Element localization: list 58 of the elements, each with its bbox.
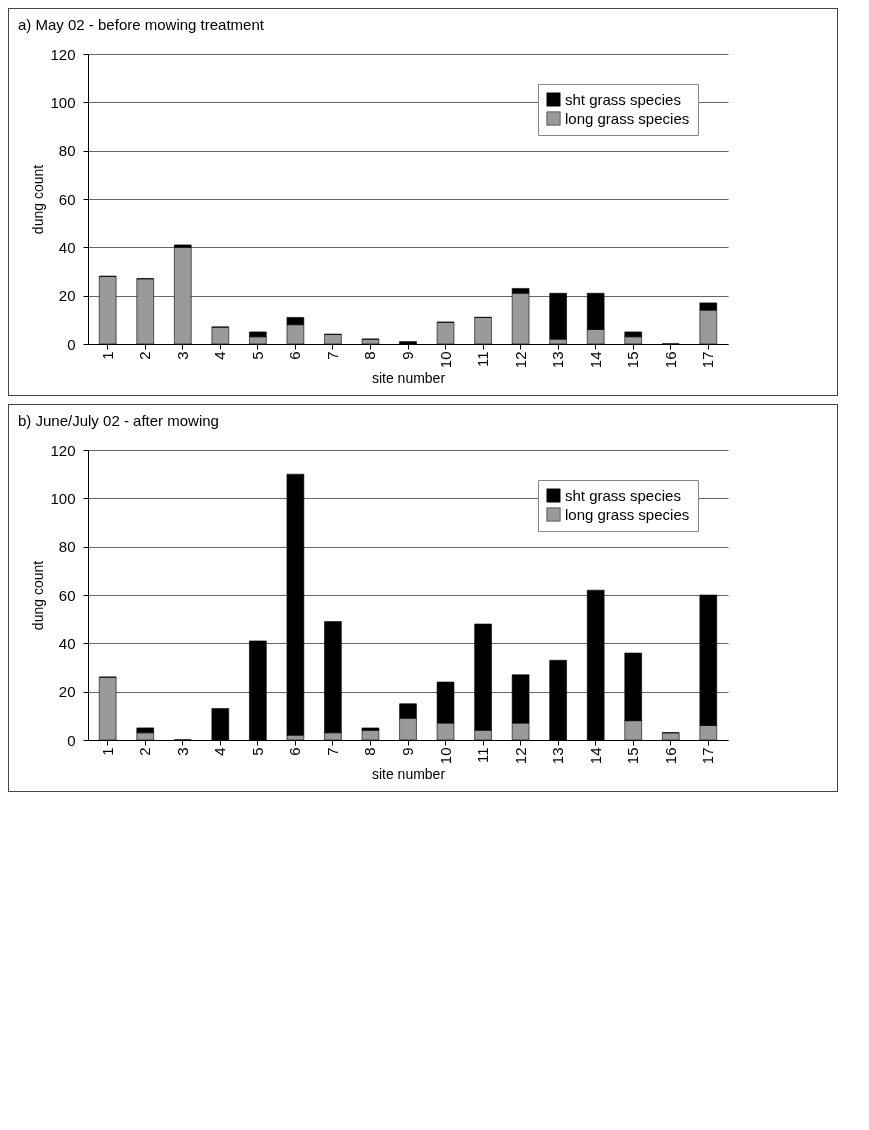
x-tick-label: 8 [361, 747, 379, 756]
x-tick-label: 15 [624, 351, 642, 369]
x-tick-label: 17 [699, 351, 717, 369]
x-tick-label: 2 [136, 351, 154, 360]
y-axis-title: dung count [30, 164, 47, 235]
x-tick-label: 16 [661, 747, 679, 765]
legend-label: sht grass species [565, 90, 681, 108]
x-tick-label: 8 [361, 351, 379, 360]
x-axis-title: site number [371, 370, 446, 387]
legend-label: long grass species [565, 109, 690, 127]
legend-label: sht grass species [565, 486, 681, 504]
x-tick-label: 9 [399, 351, 416, 360]
x-tick-label: 5 [248, 747, 266, 756]
x-tick-label: 14 [586, 747, 604, 765]
chart-title: a) May 02 - before mowing treatment [18, 16, 265, 33]
y-tick-label: 100 [50, 93, 76, 111]
y-tick-label: 100 [50, 489, 76, 507]
x-tick-label: 16 [661, 351, 679, 369]
x-tick-label: 9 [399, 747, 416, 756]
chart-title: b) June/July 02 - after mowing [18, 412, 219, 429]
x-tick-label: 2 [136, 747, 154, 756]
y-tick-label: 0 [67, 731, 76, 749]
x-tick-label: 5 [248, 351, 266, 360]
y-tick-label: 60 [58, 586, 76, 604]
x-tick-label: 13 [549, 351, 567, 369]
x-tick-label: 10 [436, 351, 454, 369]
y-tick-label: 0 [67, 335, 76, 353]
x-tick-label: 12 [511, 351, 529, 369]
y-tick-label: 40 [58, 238, 76, 256]
y-tick-label: 80 [58, 142, 76, 160]
x-tick-label: 6 [286, 747, 304, 756]
x-tick-label: 3 [173, 351, 191, 360]
y-tick-label: 20 [58, 683, 76, 701]
x-tick-label: 14 [586, 351, 604, 369]
x-tick-label: 17 [699, 747, 717, 765]
x-tick-label: 7 [323, 747, 341, 756]
x-tick-label: 11 [474, 747, 492, 764]
y-tick-label: 120 [50, 441, 76, 459]
x-tick-label: 3 [173, 747, 191, 756]
x-tick-label: 1 [98, 351, 116, 360]
x-tick-label: 15 [624, 747, 642, 765]
x-tick-label: 4 [211, 747, 229, 756]
x-tick-label: 6 [286, 351, 304, 360]
x-axis-title: site number [371, 766, 446, 783]
y-tick-label: 120 [50, 45, 76, 63]
x-tick-label: 7 [323, 351, 341, 360]
y-tick-label: 20 [58, 287, 76, 305]
x-tick-label: 11 [474, 351, 492, 368]
legend-label: long grass species [565, 505, 690, 523]
y-tick-label: 40 [58, 634, 76, 652]
y-tick-label: 80 [58, 538, 76, 556]
x-tick-label: 4 [211, 351, 229, 360]
y-tick-label: 60 [58, 190, 76, 208]
x-tick-label: 10 [436, 747, 454, 765]
x-tick-label: 1 [98, 747, 116, 756]
y-axis-title: dung count [30, 560, 47, 631]
x-tick-label: 13 [549, 747, 567, 765]
x-tick-label: 12 [511, 747, 529, 765]
